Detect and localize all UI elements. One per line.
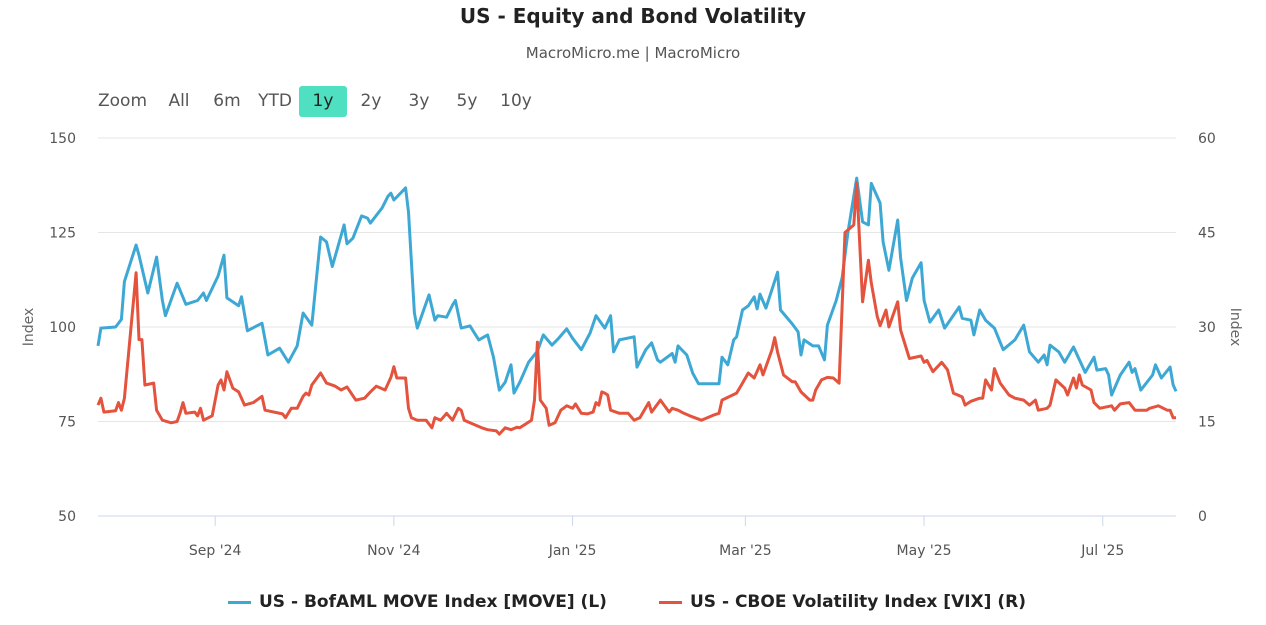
chart-subtitle: MacroMicro.me | MacroMicro [525,44,741,62]
left-tick-label: 50 [58,509,76,525]
right-tick-label: 30 [1198,320,1216,336]
zoom-all-button[interactable]: All [168,91,190,111]
x-tick-label: May '25 [897,543,952,559]
left-tick-label: 75 [58,415,76,431]
right-tick-label: 60 [1198,131,1216,147]
zoom-label: Zoom [98,91,148,111]
zoom-6m-button[interactable]: 6m [213,91,241,111]
x-tick-label: Nov '24 [367,543,421,559]
legend-item-vix[interactable]: US - CBOE Volatility Index [VIX] (R) [659,592,1026,612]
left-tick-label: 100 [49,320,76,336]
left-axis-title: Index [21,308,37,347]
x-tick-label: Jul '25 [1080,543,1124,559]
right-tick-label: 0 [1198,509,1207,525]
x-tick-label: Jan '25 [548,543,597,559]
right-tick-label: 15 [1198,415,1216,431]
zoom-2y-button[interactable]: 2y [360,91,382,111]
x-axis: Sep '24 Nov '24 Jan '25 Mar '25 May '25 Jul '… [189,516,1124,559]
left-tick-label: 150 [49,131,76,147]
right-tick-label: 45 [1198,226,1216,242]
left-tick-label: 125 [49,226,76,242]
zoom-5y-button[interactable]: 5y [456,91,478,111]
zoom-3y-button[interactable]: 3y [408,91,430,111]
vix-series-line [96,181,1176,436]
legend-vix-swatch-icon [659,600,682,604]
legend-move-swatch-icon [228,600,251,604]
chart-title: US - Equity and Bond Volatility [459,4,807,28]
gridlines [98,137,1176,517]
right-axis-title: Index [1227,308,1243,347]
x-tick-label: Sep '24 [189,543,242,559]
zoom-ytd-button[interactable]: YTD [258,91,292,111]
legend-move-label: US - BofAML MOVE Index [MOVE] (L) [259,592,607,612]
move-series-line [96,176,1178,397]
x-tick-label: Mar '25 [719,543,772,559]
legend-vix-label: US - CBOE Volatility Index [VIX] (R) [690,592,1026,612]
left-axis-ticks: 50 75 100 125 150 [49,131,76,525]
zoom-1y-button[interactable]: 1y [299,86,347,117]
right-axis-ticks: 0 15 30 45 60 [1198,131,1216,525]
zoom-10y-button[interactable]: 10y [500,91,532,111]
series-lines [96,176,1178,436]
legend-item-move[interactable]: US - BofAML MOVE Index [MOVE] (L) [228,592,607,612]
